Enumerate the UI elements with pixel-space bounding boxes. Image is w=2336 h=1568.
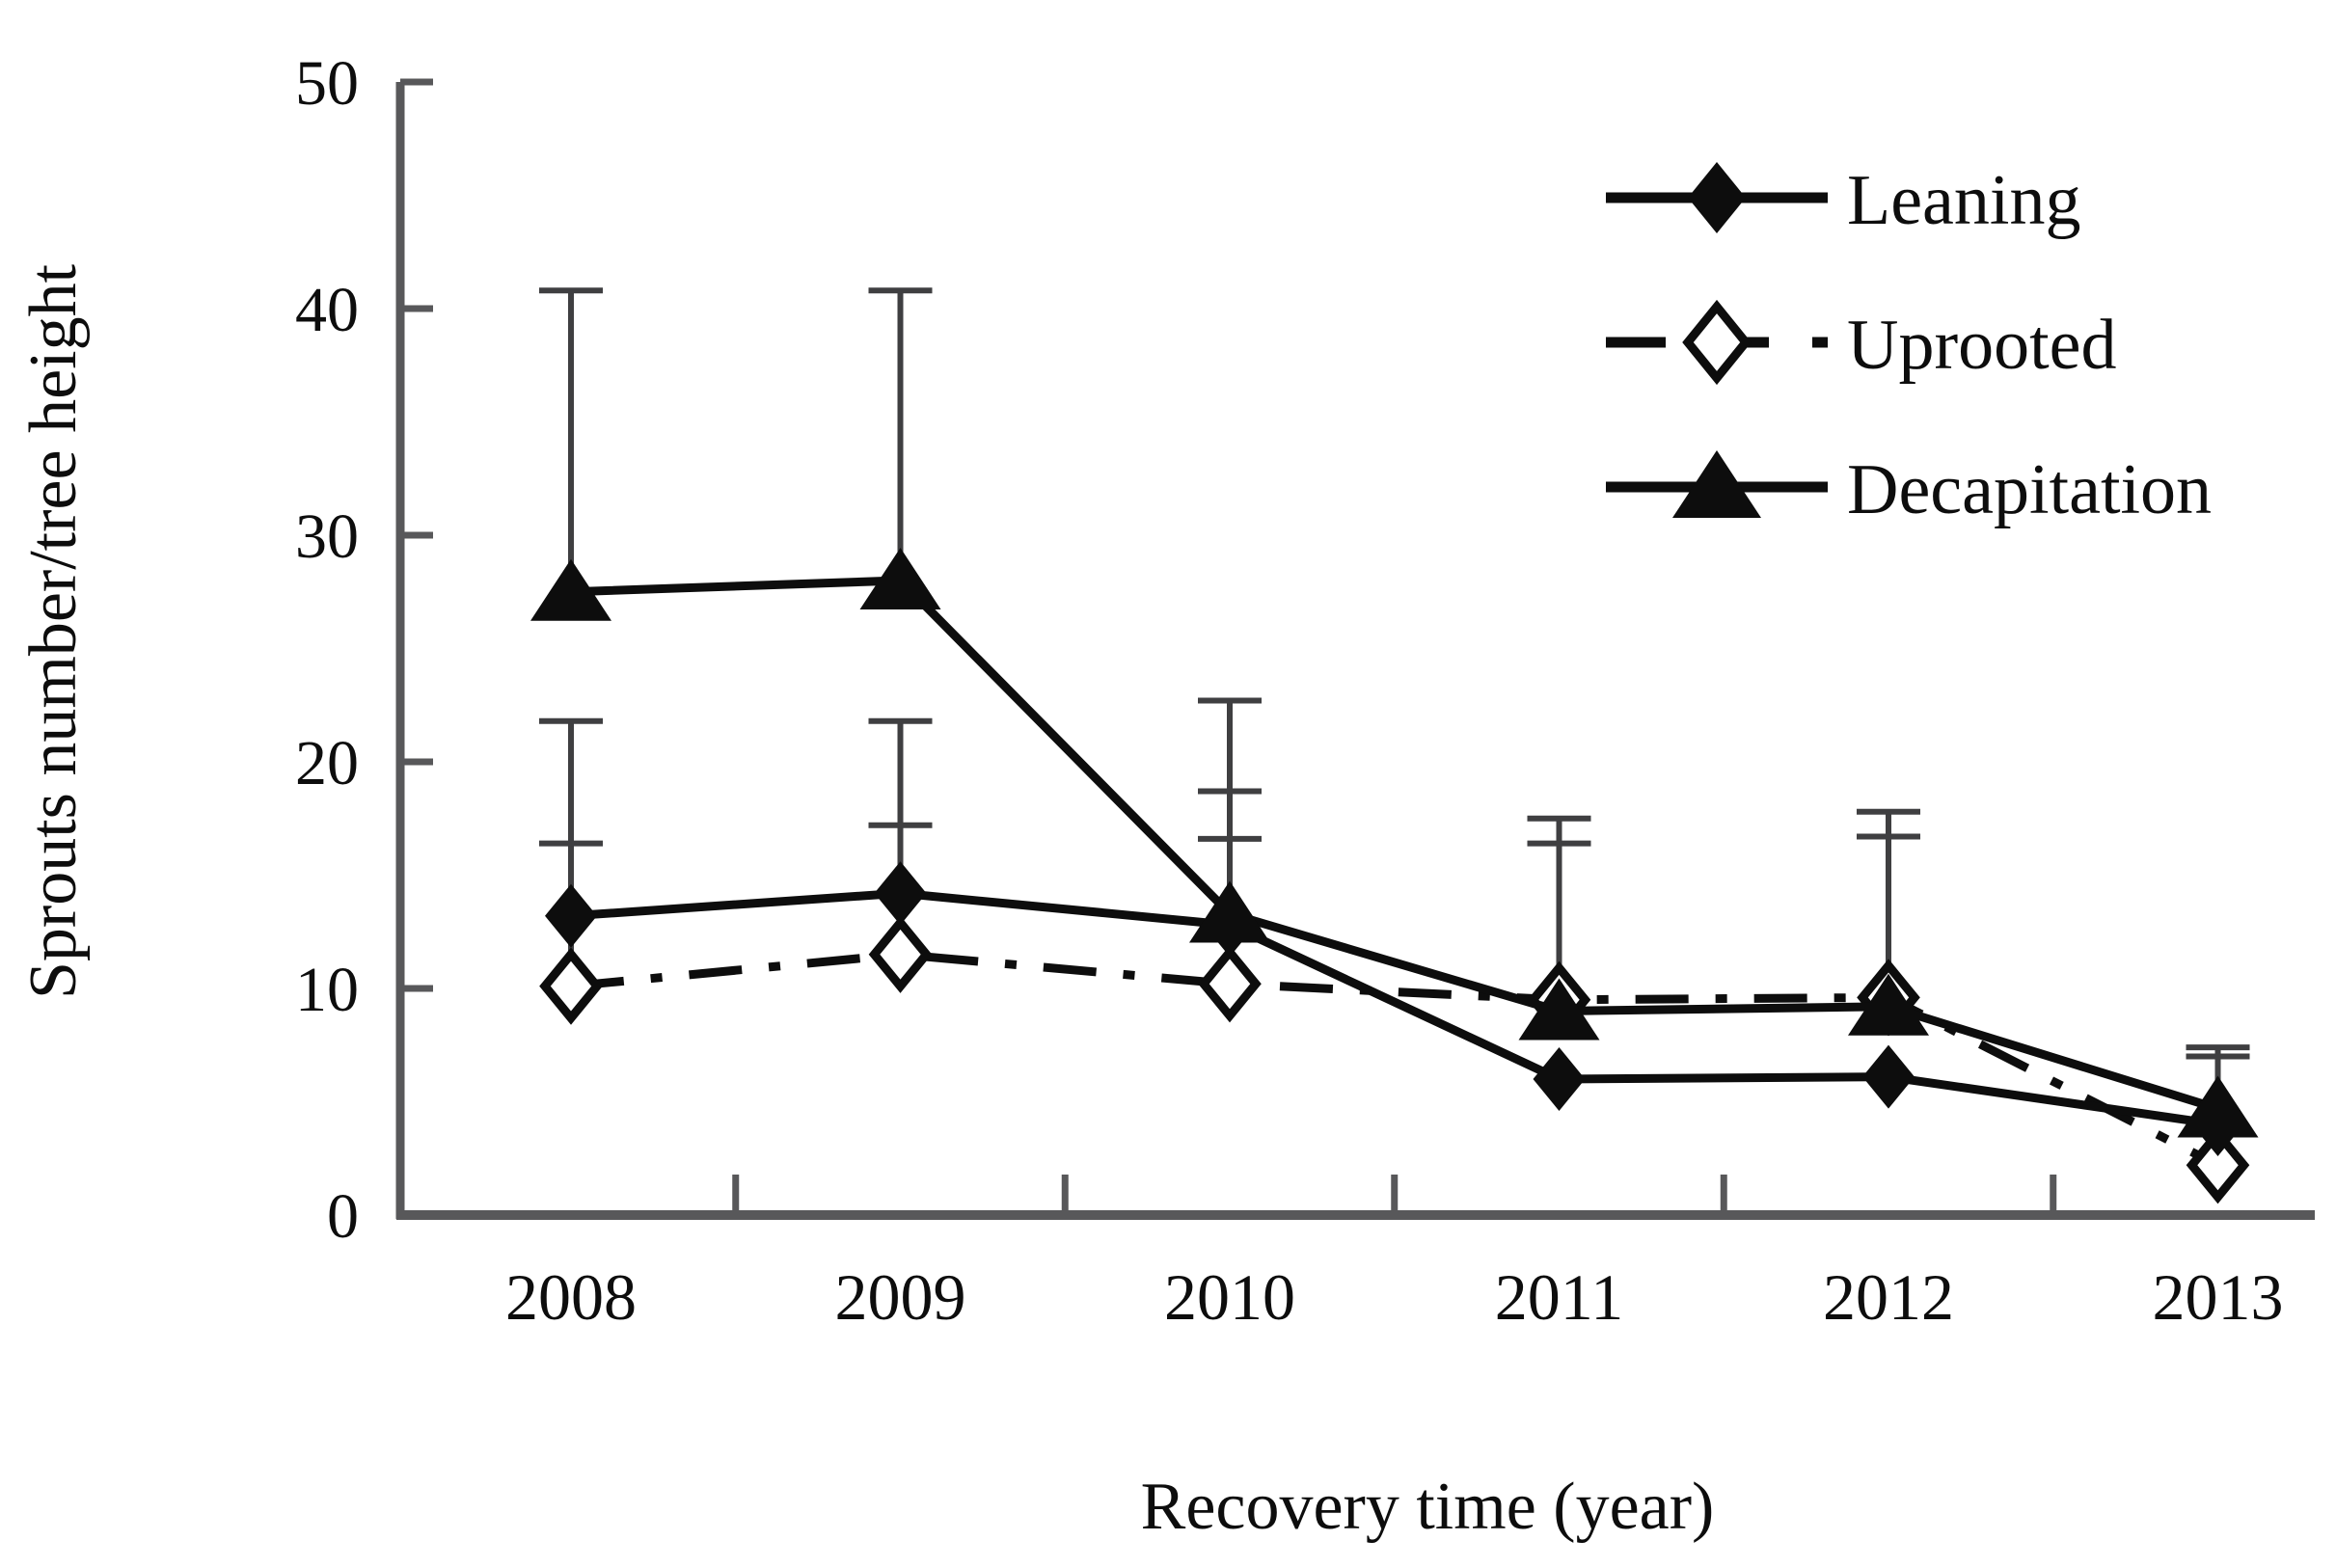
legend-marker-uprooted xyxy=(1682,299,1752,386)
x-tick-label: 2008 xyxy=(505,1260,637,1334)
y-tick-label: 10 xyxy=(295,955,359,1025)
data-point-uprooted-2008 xyxy=(539,947,603,1025)
legend-marker-decapitation xyxy=(1672,450,1761,518)
legend-label-leaning: Leaning xyxy=(1847,161,2080,240)
data-point-leaning-2008 xyxy=(545,883,597,948)
data-point-leaning-2012 xyxy=(1862,1044,1915,1109)
plot-area xyxy=(530,287,2259,1204)
legend-sample-uprooted xyxy=(1606,299,1828,386)
y-tick-label: 20 xyxy=(295,728,359,798)
x-tick-label: 2013 xyxy=(2153,1260,2284,1334)
y-tick-label: 50 xyxy=(295,48,359,119)
data-point-decapitation-2009 xyxy=(859,548,941,609)
series-line-leaning xyxy=(570,888,2219,1129)
series-line-decapitation xyxy=(570,576,2219,1113)
data-point-decapitation-2010 xyxy=(1189,880,1270,943)
legend: Leaning Uprooted Decapitation xyxy=(1606,161,2212,529)
y-tick-label: 30 xyxy=(295,501,359,572)
data-point-leaning-2009 xyxy=(874,861,927,926)
x-tick-label: 2011 xyxy=(1495,1260,1623,1334)
x-tick-label: 2010 xyxy=(1164,1260,1295,1334)
legend-label-decapitation: Decapitation xyxy=(1847,450,2212,529)
series-line-uprooted xyxy=(570,950,2220,1170)
legend-sample-leaning xyxy=(1606,162,1828,233)
legend-marker-leaning xyxy=(1688,162,1746,233)
y-tick-label: 0 xyxy=(327,1181,359,1252)
data-point-decapitation-2013 xyxy=(2177,1075,2259,1138)
x-axis-title: Recovery time (year) xyxy=(1141,1470,1715,1544)
x-tick-label: 2012 xyxy=(1823,1260,1954,1334)
y-tick-label: 40 xyxy=(295,275,359,345)
data-point-decapitation-2008 xyxy=(530,558,611,621)
data-point-decapitation-2012 xyxy=(1848,973,1929,1036)
axes: 0 10 20 30 40 50 2008 2009 2010 2011 2012 2013 xyxy=(295,48,2315,1334)
data-point-decapitation-2011 xyxy=(1518,978,1600,1041)
data-point-uprooted-2013 xyxy=(2186,1126,2250,1204)
data-point-uprooted-2010 xyxy=(1198,945,1262,1023)
x-tick-label: 2009 xyxy=(835,1260,966,1334)
y-axis-title: Sprouts number/tree height xyxy=(16,263,91,999)
data-point-leaning-2011 xyxy=(1533,1047,1586,1111)
legend-sample-decapitation xyxy=(1606,450,1828,518)
legend-label-uprooted: Uprooted xyxy=(1847,306,2117,385)
data-point-uprooted-2009 xyxy=(868,915,933,993)
